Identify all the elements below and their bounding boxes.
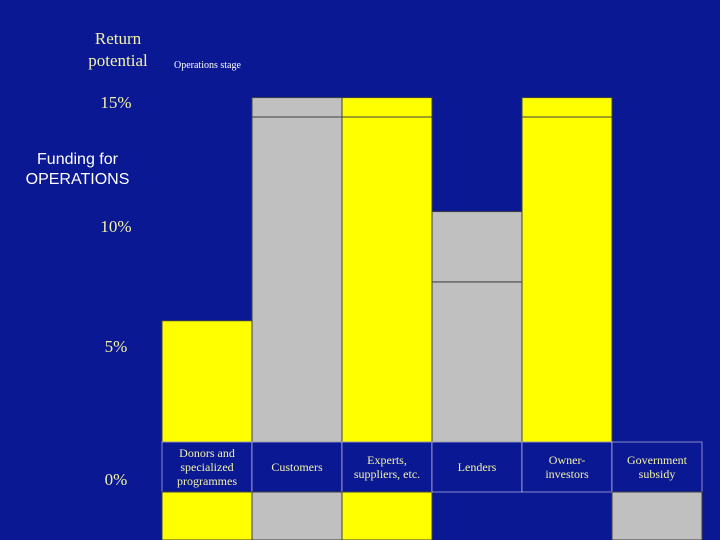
y-tick-label: 15% [100,93,131,112]
bottom-strip [341,491,433,540]
subtitle-line-2: OPERATIONS [25,171,130,188]
bar [161,320,253,443]
category-box [251,441,343,493]
heading-line-2: potential [88,51,148,70]
y-tick-label: 0% [105,470,128,489]
category-box [341,441,433,493]
bar-segment [251,97,343,118]
funding-subtitle: Funding for OPERATIONS [0,150,155,190]
bar-segment [521,97,613,118]
bar [521,116,613,443]
category-label: Owner- [549,453,585,467]
bar [341,116,433,443]
bar [431,281,523,443]
bar-segment [341,97,433,118]
category-label: Customers [271,460,323,474]
y-tick-label: 5% [105,337,128,356]
category-box [521,441,613,493]
category-box [431,441,523,493]
category-box [611,441,703,493]
y-tick-label: 10% [100,217,131,236]
heading-line-1: Return [94,29,142,48]
stage-label: Operations stage [174,60,241,71]
category-label: programmes [177,474,237,488]
category-label: suppliers, etc. [354,467,420,481]
category-label: investors [545,467,589,481]
category-label: Government [627,453,688,467]
category-label: specialized [180,460,233,474]
bottom-strip [611,491,703,540]
category-label: Experts, [367,453,407,467]
bottom-strip [161,491,253,540]
bar-segment [431,211,523,283]
subtitle-line-1: Funding for [37,151,118,168]
category-label: Donors and [179,446,235,460]
category-label: Lenders [458,460,497,474]
category-label: subsidy [639,467,676,481]
chart-heading: Return potential [78,28,158,72]
bottom-strip [251,491,343,540]
bar [251,116,343,443]
